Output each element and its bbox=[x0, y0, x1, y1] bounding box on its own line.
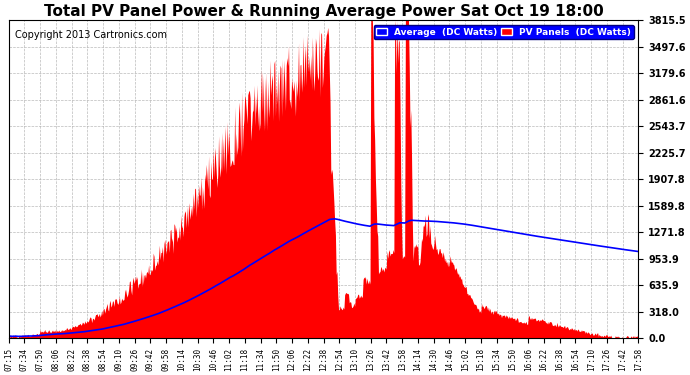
Text: Copyright 2013 Cartronics.com: Copyright 2013 Cartronics.com bbox=[15, 30, 167, 40]
Title: Total PV Panel Power & Running Average Power Sat Oct 19 18:00: Total PV Panel Power & Running Average P… bbox=[43, 4, 603, 19]
Legend: Average  (DC Watts), PV Panels  (DC Watts): Average (DC Watts), PV Panels (DC Watts) bbox=[373, 25, 634, 39]
